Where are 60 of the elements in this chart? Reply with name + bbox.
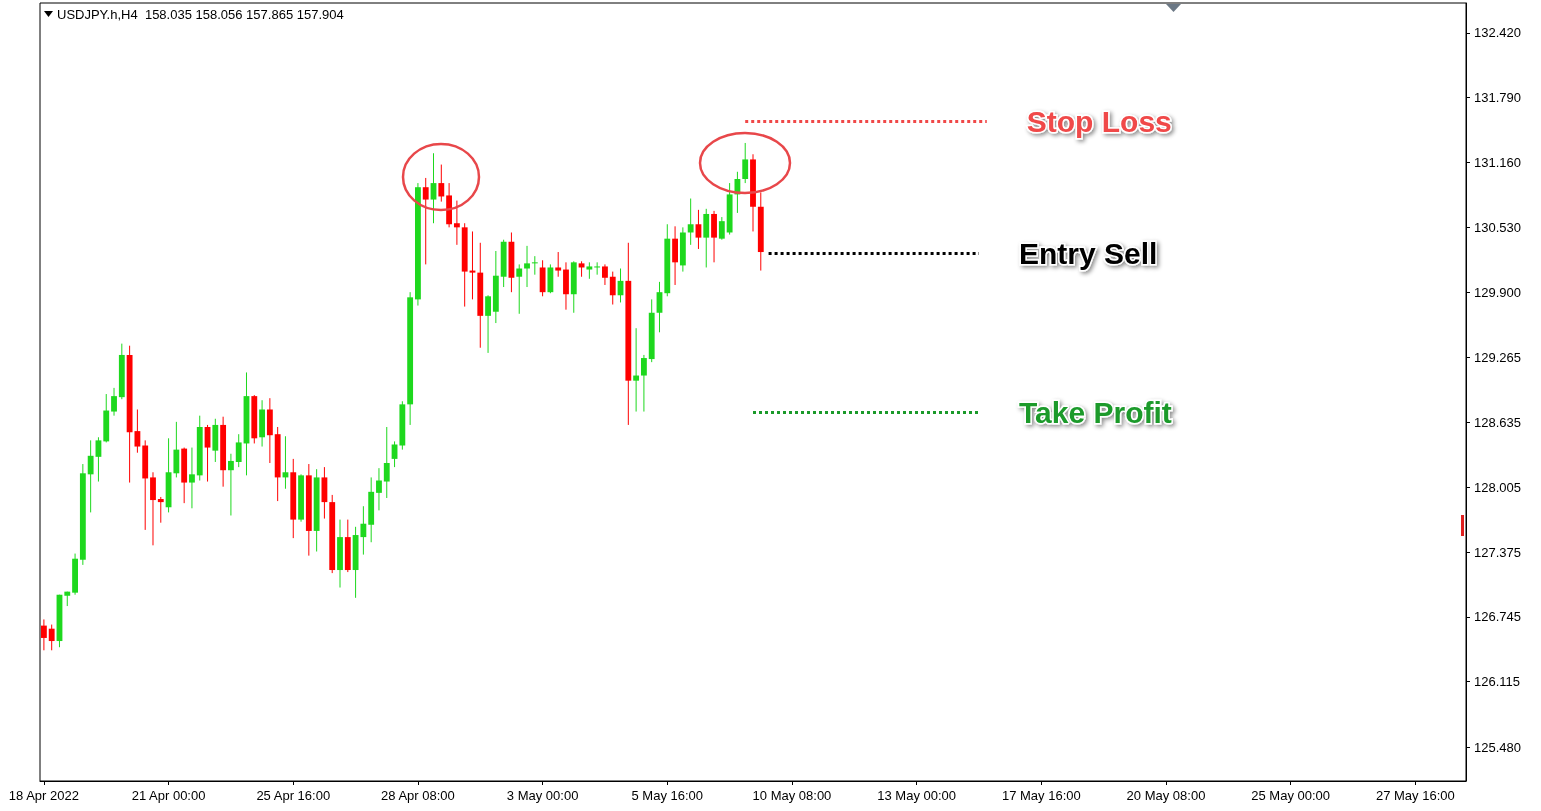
x-tick-label: 13 May 00:00: [877, 788, 957, 803]
candlestick: [687, 198, 694, 246]
candlestick: [695, 209, 702, 250]
candlestick: [524, 245, 530, 288]
candlestick: [594, 261, 601, 276]
candlestick: [422, 177, 429, 265]
y-tick-label: 126.745: [1474, 609, 1521, 625]
y-tick-label: 131.160: [1474, 155, 1521, 171]
candlestick: [87, 439, 94, 513]
y-tick-label: 127.375: [1474, 544, 1521, 560]
y-tick-label: 128.635: [1474, 414, 1521, 430]
candlestick: [531, 255, 538, 276]
candlestick: [718, 216, 725, 241]
candlestick: [40, 618, 47, 651]
candlestick: [742, 142, 749, 184]
x-tick-label: 17 May 16:00: [1001, 788, 1081, 803]
candlestick: [150, 471, 156, 546]
candlestick: [227, 453, 234, 516]
x-tick-label: 27 May 16:00: [1375, 788, 1455, 803]
x-tick-label: 3 May 00:00: [506, 788, 579, 803]
y-tick-label: 129.900: [1474, 284, 1521, 300]
x-tick-label: 20 May 08:00: [1126, 788, 1206, 803]
candlestick: [383, 426, 390, 499]
y-tick-label: 125.480: [1474, 739, 1521, 755]
y-tick-label: 130.530: [1474, 219, 1521, 235]
candlestick: [111, 387, 117, 417]
candlestick: [602, 263, 608, 286]
y-tick-label: 129.265: [1474, 350, 1521, 366]
x-tick-label: 5 May 16:00: [631, 788, 704, 803]
y-tick-label: 132.420: [1474, 25, 1521, 41]
x-tick-label: 25 Apr 16:00: [256, 788, 331, 803]
candlestick: [609, 271, 616, 306]
ref-line-label: Stop Loss: [1026, 104, 1172, 138]
candlestick: [376, 467, 382, 511]
y-tick-label: 126.115: [1474, 674, 1521, 690]
candlestick: [485, 294, 491, 354]
candlestick: [438, 164, 445, 203]
x-tick-label: 28 Apr 08:00: [381, 788, 455, 803]
candlestick: [157, 496, 164, 524]
ref-line-label: Entry Sell: [1018, 236, 1158, 270]
annotation: USDJPY.h,H4 158.035 158.056 157.865 157.904: [57, 7, 344, 22]
candlestick: [235, 433, 242, 468]
y-tick-label: 131.790: [1474, 90, 1521, 106]
x-tick-label: 21 Apr 00:00: [131, 788, 206, 803]
candlestick: [640, 354, 647, 413]
ref-line-label: Take Profit: [1018, 396, 1172, 430]
x-tick-label: 25 May 00:00: [1251, 788, 1331, 803]
candlestick: [189, 447, 195, 509]
x-tick-label: 18 Apr 2022: [8, 788, 79, 803]
candlestick: [703, 208, 710, 268]
candlestick: [672, 225, 678, 286]
candlestick: [48, 624, 55, 651]
candlestick: [555, 251, 562, 278]
candlestick: [633, 327, 640, 413]
candlestick: [173, 421, 180, 478]
candlestick: [711, 210, 717, 263]
y-tick-label: 128.005: [1474, 479, 1521, 495]
candlestick: [453, 200, 460, 246]
candlestick: [516, 263, 523, 315]
x-tick-label: 10 May 08:00: [752, 788, 832, 803]
